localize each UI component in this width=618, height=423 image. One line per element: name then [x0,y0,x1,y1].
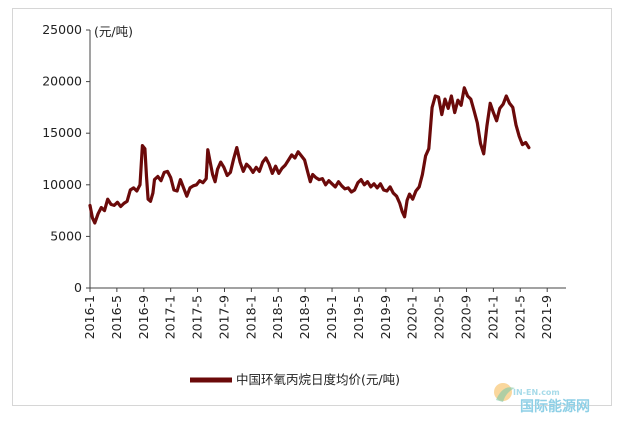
legend-label: 中国环氧丙烷日度均价(元/吨) [236,372,400,387]
y-tick-label: 5000 [50,228,82,243]
y-axis: 0 5000 10000 15000 20000 25000 [42,22,91,295]
x-tick-label: 2016-9 [136,295,151,339]
x-tick-label: 2017-5 [190,295,205,339]
leaf-icon [496,387,515,402]
watermark-bottom-text: 国际能源网 [520,398,590,415]
y-tick-label: 20000 [42,74,82,89]
y-tick-label: 25000 [42,22,82,37]
x-axis: 2016-1 2016-5 2016-9 2017-1 2017-5 2017-9 2018… [82,287,566,339]
y-axis-unit-label: (元/吨) [94,24,133,39]
x-tick-label: 2020-1 [405,295,420,339]
watermark-top-text: IN-EN.com [513,388,560,397]
y-tick-label: 15000 [42,125,82,140]
x-tick-label: 2016-1 [82,295,97,339]
watermark-logo: IN-EN.com 国际能源网 [494,383,590,415]
chart-frame [12,8,612,406]
x-tick-label: 2021-9 [539,295,554,339]
x-tick-label: 2020-9 [459,295,474,339]
y-tick-label: 10000 [42,177,82,192]
x-tick-label: 2018-5 [270,295,285,339]
x-tick-label: 2016-5 [109,295,124,339]
x-tick-label: 2019-5 [351,295,366,339]
legend: 中国环氧丙烷日度均价(元/吨) [190,372,400,387]
x-tick-label: 2018-9 [297,295,312,339]
series-line [88,86,531,225]
x-tick-label: 2021-1 [485,295,500,339]
y-tick-label: 0 [74,280,82,295]
x-tick-label: 2021-5 [512,295,527,339]
x-tick-label: 2020-5 [432,295,447,339]
x-tick-label: 2019-1 [324,295,339,339]
x-tick-label: 2017-1 [163,295,178,339]
x-tick-label: 2019-9 [378,295,393,339]
x-tick-label: 2017-9 [216,295,231,339]
x-tick-label: 2018-1 [243,295,258,339]
